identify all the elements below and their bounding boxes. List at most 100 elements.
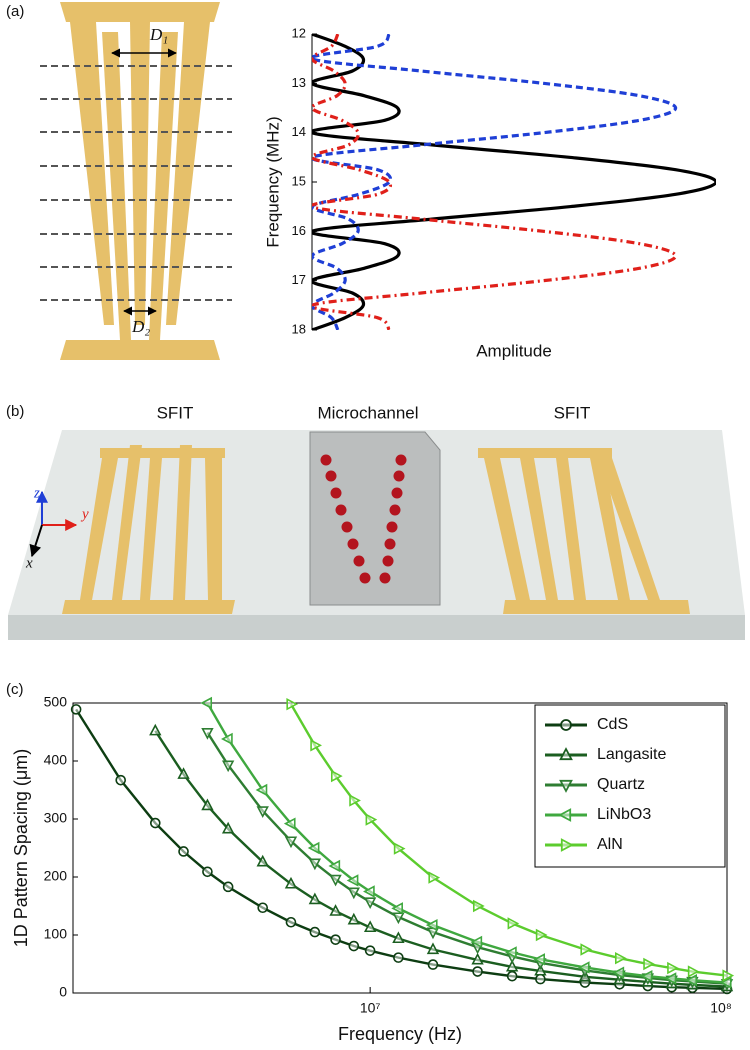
marker [329, 874, 342, 887]
top-bar [60, 2, 220, 22]
marker [201, 798, 214, 811]
marker [221, 821, 235, 834]
marker [580, 943, 593, 956]
marker [667, 961, 679, 975]
dimension-label: D₂ [131, 317, 150, 336]
marker [560, 719, 572, 731]
marker [308, 892, 322, 905]
y-tick-label: 14 [292, 124, 306, 139]
finger [484, 458, 530, 600]
finger [140, 458, 162, 600]
dimension-label: D₁ [149, 25, 168, 44]
marker [347, 912, 361, 925]
marker [346, 874, 359, 887]
marker [255, 783, 268, 797]
marker [426, 942, 440, 955]
marker [558, 808, 572, 822]
series-line [312, 34, 678, 330]
marker [149, 817, 161, 829]
marker [577, 961, 590, 974]
y-tick-label: 200 [44, 868, 68, 884]
marker [284, 876, 298, 889]
series-line [312, 34, 678, 330]
x-tick-label: 10⁸ [710, 1000, 732, 1016]
marker [687, 965, 700, 978]
marker [719, 976, 732, 989]
electrode [503, 600, 690, 614]
marker [257, 902, 269, 914]
particles [320, 454, 407, 584]
marker [505, 959, 519, 972]
marker [329, 904, 342, 916]
marker [256, 806, 269, 818]
marker [115, 774, 127, 786]
marker [363, 897, 377, 910]
y-axis-label: 1D Pattern Spacing (μm) [11, 749, 31, 947]
marker [307, 841, 320, 855]
marker [722, 969, 735, 982]
panel-label: (a) [6, 3, 24, 20]
marker [285, 916, 297, 928]
marker [470, 935, 483, 949]
y-tick-label: 15 [292, 173, 306, 188]
finger [166, 22, 210, 325]
y-tick-label: 400 [44, 752, 68, 768]
panel-label: (b) [6, 403, 24, 420]
finger [149, 32, 178, 340]
marker [363, 920, 377, 933]
x-tick-label: 10⁷ [360, 1000, 381, 1016]
y-axis-label: Frequency (MHz) [263, 116, 282, 247]
marker [286, 697, 299, 711]
plot-frame [72, 702, 728, 994]
axis-label: x [25, 555, 33, 571]
finger [173, 445, 192, 600]
marker [310, 739, 322, 752]
marker [309, 926, 321, 938]
finger [590, 458, 630, 600]
marker [471, 952, 484, 965]
marker [427, 959, 439, 970]
marker [284, 836, 298, 849]
substrate-side [8, 615, 745, 640]
marker [559, 747, 573, 761]
marker [200, 696, 213, 710]
device-illustration: SFIT Microchannel SFIT z y x [8, 403, 745, 640]
y-tick-label: 0 [59, 984, 67, 1000]
electrode-schematic: D₁ D₂ [40, 2, 232, 360]
legend-label: CdS [597, 716, 628, 733]
x-axis-label: Frequency (Hz) [338, 1024, 462, 1044]
marker [349, 794, 361, 807]
marker [505, 946, 517, 959]
marker [177, 767, 190, 779]
series-line [312, 34, 716, 330]
marker [363, 885, 375, 898]
label: Microchannel [317, 403, 418, 422]
marker [330, 934, 341, 945]
marker [428, 871, 441, 884]
marker [614, 952, 627, 965]
y-tick-label: 12 [292, 25, 306, 40]
panel-label: (c) [6, 681, 24, 698]
marker [364, 945, 376, 956]
finger [102, 32, 131, 340]
y-tick-label: 100 [44, 926, 68, 942]
electrode [478, 448, 612, 458]
marker [391, 902, 403, 915]
label: SFIT [554, 403, 591, 422]
marker [328, 859, 341, 873]
marker [472, 966, 483, 977]
finger [70, 22, 114, 325]
marker [535, 928, 548, 942]
finger [205, 458, 222, 600]
finger [598, 458, 660, 600]
y-tick-label: 18 [292, 321, 306, 336]
marker [425, 918, 438, 932]
marker [612, 966, 625, 979]
y-tick-label: 500 [44, 694, 68, 710]
marker [534, 963, 547, 976]
marker [392, 912, 405, 925]
marker [178, 846, 189, 857]
y-tick-label: 16 [292, 223, 306, 238]
marker [256, 854, 269, 867]
axis-arrow [29, 524, 43, 558]
